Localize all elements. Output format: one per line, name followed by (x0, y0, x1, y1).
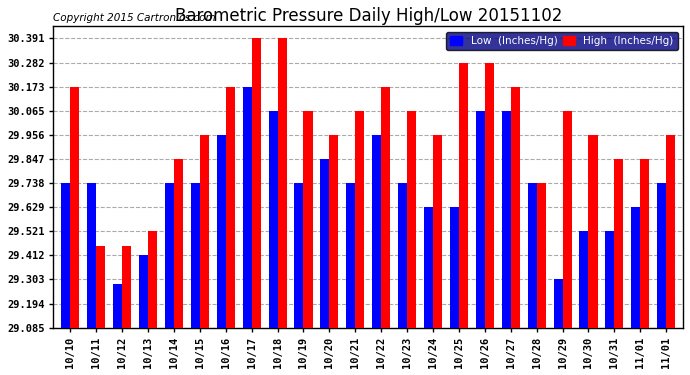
Bar (226, 87, 235, 328)
Bar (87, 183, 96, 328)
Bar (528, 183, 537, 328)
Bar (631, 207, 640, 328)
Bar (122, 246, 131, 328)
Bar (139, 255, 148, 328)
Bar (113, 284, 122, 328)
Bar (485, 63, 494, 328)
Bar (243, 87, 252, 328)
Bar (96, 246, 106, 328)
Bar (200, 135, 209, 328)
Bar (424, 207, 433, 328)
Bar (217, 135, 226, 328)
Bar (320, 159, 329, 328)
Bar (346, 183, 355, 328)
Bar (450, 207, 459, 328)
Bar (502, 111, 511, 328)
Bar (562, 111, 571, 328)
Bar (148, 231, 157, 328)
Text: Copyright 2015 Cartronics.com: Copyright 2015 Cartronics.com (53, 13, 216, 24)
Bar (407, 111, 416, 328)
Bar (304, 111, 313, 328)
Bar (433, 135, 442, 328)
Bar (398, 183, 407, 328)
Bar (61, 183, 70, 328)
Bar (268, 111, 277, 328)
Bar (640, 159, 649, 328)
Bar (191, 183, 200, 328)
Bar (459, 63, 468, 328)
Bar (537, 183, 546, 328)
Bar (295, 183, 304, 328)
Bar (70, 87, 79, 328)
Bar (381, 87, 391, 328)
Bar (657, 183, 667, 328)
Bar (580, 231, 589, 328)
Bar (355, 111, 364, 328)
Bar (667, 135, 676, 328)
Bar (372, 135, 381, 328)
Bar (553, 279, 562, 328)
Bar (614, 159, 624, 328)
Bar (174, 159, 183, 328)
Bar (511, 87, 520, 328)
Bar (329, 135, 339, 328)
Bar (605, 231, 614, 328)
Bar (589, 135, 598, 328)
Bar (252, 39, 261, 328)
Bar (476, 111, 485, 328)
Bar (277, 39, 286, 328)
Legend: Low  (Inches/Hg), High  (Inches/Hg): Low (Inches/Hg), High (Inches/Hg) (446, 32, 678, 50)
Title: Barometric Pressure Daily High/Low 20151102: Barometric Pressure Daily High/Low 20151… (175, 7, 562, 25)
Bar (165, 183, 174, 328)
